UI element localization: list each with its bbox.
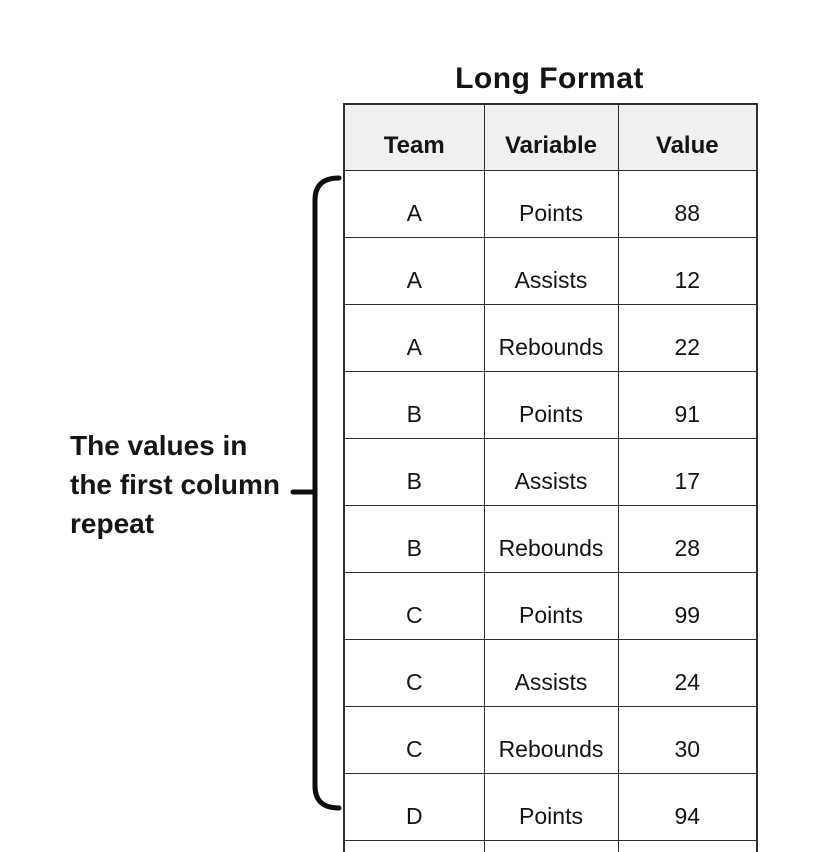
cell-value: 88 <box>617 170 758 238</box>
cell-value: 22 <box>617 304 758 372</box>
cell-team: D <box>343 773 485 841</box>
table-row: B Rebounds 28 <box>343 505 758 573</box>
cell-value: 12 <box>617 237 758 305</box>
cell-variable: Assists <box>483 237 619 305</box>
cell-team: A <box>343 304 485 372</box>
table-row: A Points 88 <box>343 170 758 238</box>
long-format-table: Team Variable Value A Points 88 A Assist… <box>343 103 758 852</box>
cell-team: B <box>343 371 485 439</box>
cell-value: 28 <box>617 840 758 852</box>
header-row: Team Variable Value <box>343 103 758 171</box>
cell-variable: Rebounds <box>483 304 619 372</box>
annotation-text: The values in the first column repeat <box>70 426 280 543</box>
cell-variable: Points <box>483 170 619 238</box>
annotation-line: repeat <box>70 508 155 539</box>
cell-team: C <box>343 706 485 774</box>
cell-value: 28 <box>617 505 758 573</box>
cell-team: C <box>343 639 485 707</box>
table-row: D Assists 28 <box>343 840 758 852</box>
cell-value: 94 <box>617 773 758 841</box>
cell-team: B <box>343 438 485 506</box>
cell-team: B <box>343 505 485 573</box>
table-row: C Rebounds 30 <box>343 706 758 774</box>
table-header: Team Variable Value <box>343 103 758 171</box>
cell-value: 91 <box>617 371 758 439</box>
cell-team: A <box>343 237 485 305</box>
header-value: Value <box>617 103 758 171</box>
page-title: Long Format <box>455 62 644 95</box>
cell-variable: Rebounds <box>483 706 619 774</box>
cell-variable: Rebounds <box>483 505 619 573</box>
curly-brace-icon <box>290 175 342 811</box>
cell-team: D <box>343 840 485 852</box>
cell-variable: Points <box>483 572 619 640</box>
table-row: A Assists 12 <box>343 237 758 305</box>
table-row: B Points 91 <box>343 371 758 439</box>
cell-value: 17 <box>617 438 758 506</box>
annotation-line: the first column <box>70 469 281 500</box>
table-body: A Points 88 A Assists 12 A Rebounds 22 B… <box>343 170 758 852</box>
cell-variable: Assists <box>483 639 619 707</box>
annotation-line: The values in <box>70 430 248 461</box>
cell-value: 24 <box>617 639 758 707</box>
table-row: A Rebounds 22 <box>343 304 758 372</box>
table-row: C Assists 24 <box>343 639 758 707</box>
cell-variable: Assists <box>483 840 619 852</box>
cell-value: 99 <box>617 572 758 640</box>
cell-variable: Assists <box>483 438 619 506</box>
cell-value: 30 <box>617 706 758 774</box>
table-row: C Points 99 <box>343 572 758 640</box>
cell-team: C <box>343 572 485 640</box>
cell-team: A <box>343 170 485 238</box>
header-variable: Variable <box>483 103 619 171</box>
cell-variable: Points <box>483 773 619 841</box>
header-team: Team <box>343 103 485 171</box>
table-row: D Points 94 <box>343 773 758 841</box>
cell-variable: Points <box>483 371 619 439</box>
table-row: B Assists 17 <box>343 438 758 506</box>
